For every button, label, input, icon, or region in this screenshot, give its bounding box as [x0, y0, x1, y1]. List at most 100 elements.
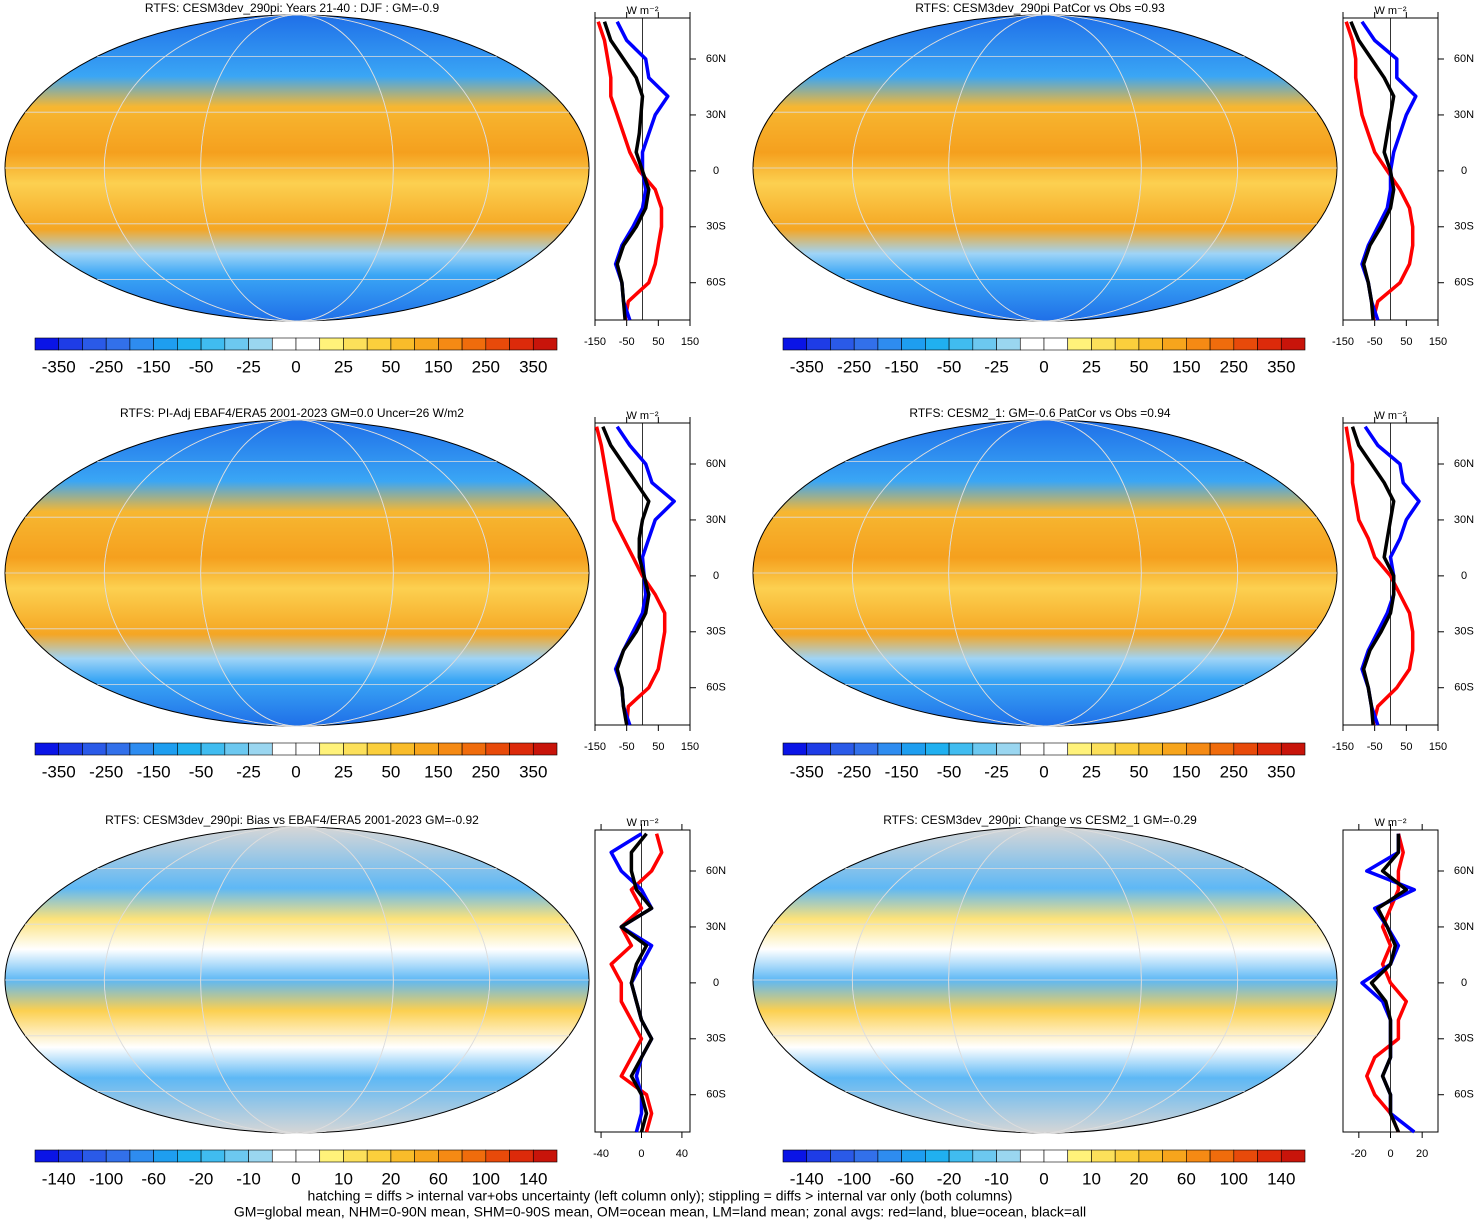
colorbar-bin: [532, 337, 558, 351]
y-tick-label: 30N: [706, 921, 726, 933]
colorbar-bin: [1233, 742, 1258, 756]
zonal-line: [609, 833, 664, 1133]
x-tick-label: -50: [619, 741, 635, 753]
colorbar-label: 20: [381, 1169, 400, 1188]
colorbar-bin: [948, 742, 974, 756]
colorbar-bin: [129, 1149, 154, 1163]
colorbar-bin: [877, 1149, 902, 1163]
x-tick-label: 150: [681, 741, 699, 753]
colorbar-bin: [925, 742, 950, 756]
x-tick-label: 50: [1400, 741, 1412, 753]
colorbar-bin: [1162, 1149, 1187, 1163]
y-tick-label: 30S: [1454, 221, 1474, 233]
panel-title: RTFS: CESM3dev_290pi: Years 21-40 : DJF …: [145, 1, 440, 15]
zonal-line: [1344, 426, 1415, 726]
colorbar-bin: [438, 337, 463, 351]
colorbar-bin: [782, 337, 808, 351]
colorbar-bin: [343, 1149, 368, 1163]
colorbar-bin: [105, 1149, 131, 1163]
zonal-line: [619, 832, 654, 1133]
colorbar-label: 140: [1267, 1169, 1295, 1188]
y-tick-label: 30S: [706, 221, 726, 233]
colorbar-bin: [105, 337, 131, 351]
colorbar-label: -150: [137, 357, 171, 376]
y-tick-label: 60N: [1454, 53, 1474, 65]
zonal-line: [1350, 426, 1396, 726]
colorbar-label: -150: [885, 357, 919, 376]
colorbar-bin: [82, 1149, 107, 1163]
x-axis-label: W m⁻²: [1374, 817, 1406, 829]
y-tick-label: 0: [1461, 165, 1467, 177]
x-axis-label: W m⁻²: [626, 5, 658, 17]
colorbar-label: -10: [984, 1169, 1009, 1188]
colorbar-bin: [1186, 337, 1211, 351]
colorbar-label: -100: [89, 1169, 123, 1188]
colorbar-bin: [972, 742, 997, 756]
colorbar-label: 350: [519, 357, 547, 376]
panel-title: RTFS: PI-Adj EBAF4/ERA5 2001-2023 GM=0.0…: [120, 406, 464, 420]
colorbar-bin: [177, 742, 202, 756]
y-tick-label: 30S: [706, 1033, 726, 1045]
x-tick-label: -150: [584, 741, 606, 753]
colorbar-label: -150: [885, 762, 919, 781]
x-tick-label: 50: [1400, 336, 1412, 348]
colorbar-bin: [806, 742, 831, 756]
colorbar-bin: [925, 1149, 950, 1163]
colorbar-bin: [782, 1149, 808, 1163]
colorbar-label: 350: [1267, 762, 1295, 781]
x-tick-label: -40: [593, 1148, 609, 1160]
colorbar-bin: [485, 337, 510, 351]
colorbar-label: -50: [189, 357, 214, 376]
x-tick-label: -50: [619, 336, 635, 348]
x-tick-label: 0: [1387, 1148, 1393, 1160]
colorbar-bin: [1114, 742, 1140, 756]
colorbar-bin: [1114, 337, 1140, 351]
colorbar-label: 150: [1172, 762, 1200, 781]
map-meridian: [103, 419, 491, 727]
colorbar-bin: [996, 742, 1021, 756]
colorbar-bin: [972, 1149, 997, 1163]
y-tick-label: 30N: [706, 109, 726, 121]
colorbar-bin: [82, 742, 107, 756]
colorbar-label: 0: [291, 1169, 300, 1188]
zonal-line: [601, 426, 651, 726]
colorbar-label: -25: [236, 357, 261, 376]
panel-title: RTFS: CESM2_1: GM=-0.6 PatCor vs Obs =0.…: [909, 406, 1171, 420]
zonal-line: [602, 21, 651, 321]
panel: RTFS: CESM3dev_290pi: Years 21-40 : DJF …: [4, 1, 726, 376]
colorbar-bin: [34, 1149, 60, 1163]
colorbar-bin: [925, 337, 950, 351]
colorbar-bin: [877, 742, 902, 756]
y-tick-label: 60S: [1454, 277, 1474, 289]
colorbar-bin: [343, 742, 368, 756]
colorbar-bin: [366, 337, 392, 351]
colorbar-bin: [877, 337, 902, 351]
colorbar-bin: [485, 742, 510, 756]
colorbar-bin: [509, 337, 534, 351]
colorbar-label: 140: [519, 1169, 547, 1188]
y-tick-label: 0: [713, 977, 719, 989]
colorbar-bin: [248, 1149, 273, 1163]
colorbar-label: -250: [89, 357, 123, 376]
colorbar-bin: [853, 742, 879, 756]
colorbar-bin: [1209, 742, 1235, 756]
colorbar-label: 0: [291, 762, 300, 781]
x-tick-label: 50: [652, 741, 664, 753]
colorbar-bin: [224, 337, 249, 351]
colorbar-bin: [414, 337, 439, 351]
colorbar-bin: [295, 742, 321, 756]
map-meridian: [103, 826, 491, 1134]
zonal-line: [596, 21, 664, 321]
colorbar-bin: [129, 337, 154, 351]
y-tick-label: 60N: [706, 53, 726, 65]
y-tick-label: 30S: [1454, 626, 1474, 638]
colorbar-label: 25: [1082, 357, 1101, 376]
colorbar-bin: [1019, 1149, 1045, 1163]
colorbar-bin: [1043, 742, 1069, 756]
x-tick-label: -150: [584, 336, 606, 348]
colorbar-label: -250: [837, 357, 871, 376]
colorbar-bin: [1043, 1149, 1069, 1163]
colorbar-label: 250: [1220, 762, 1248, 781]
colorbar-label: 150: [424, 762, 452, 781]
colorbar-label: -25: [236, 762, 261, 781]
